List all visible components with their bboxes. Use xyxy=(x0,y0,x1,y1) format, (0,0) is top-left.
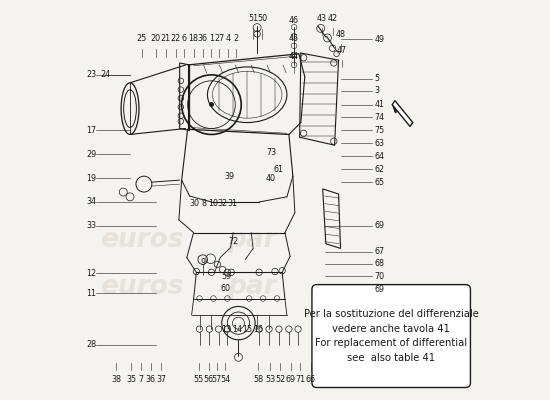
Text: par: par xyxy=(227,274,277,300)
Text: 36: 36 xyxy=(197,34,208,43)
Text: 69: 69 xyxy=(375,221,384,230)
Text: 49: 49 xyxy=(375,35,384,44)
Text: 31: 31 xyxy=(227,200,237,208)
Text: 32: 32 xyxy=(217,200,228,208)
Text: 51: 51 xyxy=(248,14,258,23)
Text: 48: 48 xyxy=(336,30,345,39)
Text: 63: 63 xyxy=(375,139,384,148)
Text: 35: 35 xyxy=(126,375,136,384)
Text: 46: 46 xyxy=(289,16,299,25)
Text: 16: 16 xyxy=(254,324,263,334)
Text: 58: 58 xyxy=(253,375,263,384)
Text: 69: 69 xyxy=(286,375,296,384)
Text: 37: 37 xyxy=(156,375,166,384)
Text: 56: 56 xyxy=(204,375,214,384)
Text: 2: 2 xyxy=(234,34,239,43)
Text: 65: 65 xyxy=(375,178,384,187)
Text: 62: 62 xyxy=(375,164,384,174)
Text: 66: 66 xyxy=(306,375,316,384)
Text: 64: 64 xyxy=(375,152,384,161)
Text: 15: 15 xyxy=(242,324,252,334)
Text: 21: 21 xyxy=(161,34,171,43)
Text: 17: 17 xyxy=(86,126,96,135)
Text: 55: 55 xyxy=(194,375,204,384)
Text: 40: 40 xyxy=(265,174,275,183)
Text: 7: 7 xyxy=(139,375,144,384)
Text: 75: 75 xyxy=(375,126,384,135)
Text: Per la sostituzione del differenziale
vedere anche tavola 41
For replacement of : Per la sostituzione del differenziale ve… xyxy=(304,309,478,363)
Text: euros: euros xyxy=(100,227,184,253)
Text: 57: 57 xyxy=(212,375,222,384)
Text: 25: 25 xyxy=(137,34,147,43)
Text: 73: 73 xyxy=(267,148,277,157)
Text: 10: 10 xyxy=(208,200,218,208)
Text: 72: 72 xyxy=(228,237,238,246)
Text: euros: euros xyxy=(100,274,184,300)
Text: 69: 69 xyxy=(375,285,384,294)
Text: 67: 67 xyxy=(375,247,384,256)
Text: 14: 14 xyxy=(232,324,242,334)
Text: 45: 45 xyxy=(289,34,299,43)
Text: 30: 30 xyxy=(190,200,200,208)
Text: 29: 29 xyxy=(86,150,97,159)
Text: 47: 47 xyxy=(337,46,347,55)
Text: 12: 12 xyxy=(86,269,96,278)
Text: 70: 70 xyxy=(375,272,384,281)
Text: 20: 20 xyxy=(151,34,161,43)
Polygon shape xyxy=(392,101,413,126)
Text: 39: 39 xyxy=(224,172,234,181)
Text: 71: 71 xyxy=(295,375,305,384)
Text: 42: 42 xyxy=(328,14,338,23)
Text: 52: 52 xyxy=(275,375,285,384)
Text: 43: 43 xyxy=(317,14,327,23)
Text: 28: 28 xyxy=(86,340,96,350)
Text: 5: 5 xyxy=(375,74,379,83)
Text: 8: 8 xyxy=(202,200,207,208)
Text: 38: 38 xyxy=(111,375,121,384)
Text: 6: 6 xyxy=(181,34,186,43)
Text: 3: 3 xyxy=(375,86,379,95)
Text: 4: 4 xyxy=(226,34,230,43)
Text: 11: 11 xyxy=(86,289,96,298)
Text: 50: 50 xyxy=(257,14,267,23)
Text: 53: 53 xyxy=(265,375,276,384)
Text: 27: 27 xyxy=(214,34,224,43)
Text: 59: 59 xyxy=(222,272,232,281)
Text: 23: 23 xyxy=(86,70,96,79)
Text: 19: 19 xyxy=(86,174,96,183)
Text: 13: 13 xyxy=(222,324,232,334)
Text: 36: 36 xyxy=(146,375,156,384)
Text: 34: 34 xyxy=(86,198,96,206)
Text: 54: 54 xyxy=(221,375,230,384)
Text: 61: 61 xyxy=(273,164,283,174)
Text: 74: 74 xyxy=(375,113,384,122)
FancyBboxPatch shape xyxy=(312,285,470,388)
Text: 44: 44 xyxy=(289,52,299,61)
Text: 9: 9 xyxy=(200,258,205,267)
Text: 41: 41 xyxy=(375,100,384,109)
Text: 68: 68 xyxy=(375,259,384,268)
Text: 60: 60 xyxy=(221,284,230,293)
Text: par: par xyxy=(227,227,277,253)
Text: 24: 24 xyxy=(100,70,111,79)
Text: 1: 1 xyxy=(209,34,214,43)
Text: 33: 33 xyxy=(86,221,96,230)
Text: 18: 18 xyxy=(189,34,199,43)
Text: 22: 22 xyxy=(170,34,181,43)
